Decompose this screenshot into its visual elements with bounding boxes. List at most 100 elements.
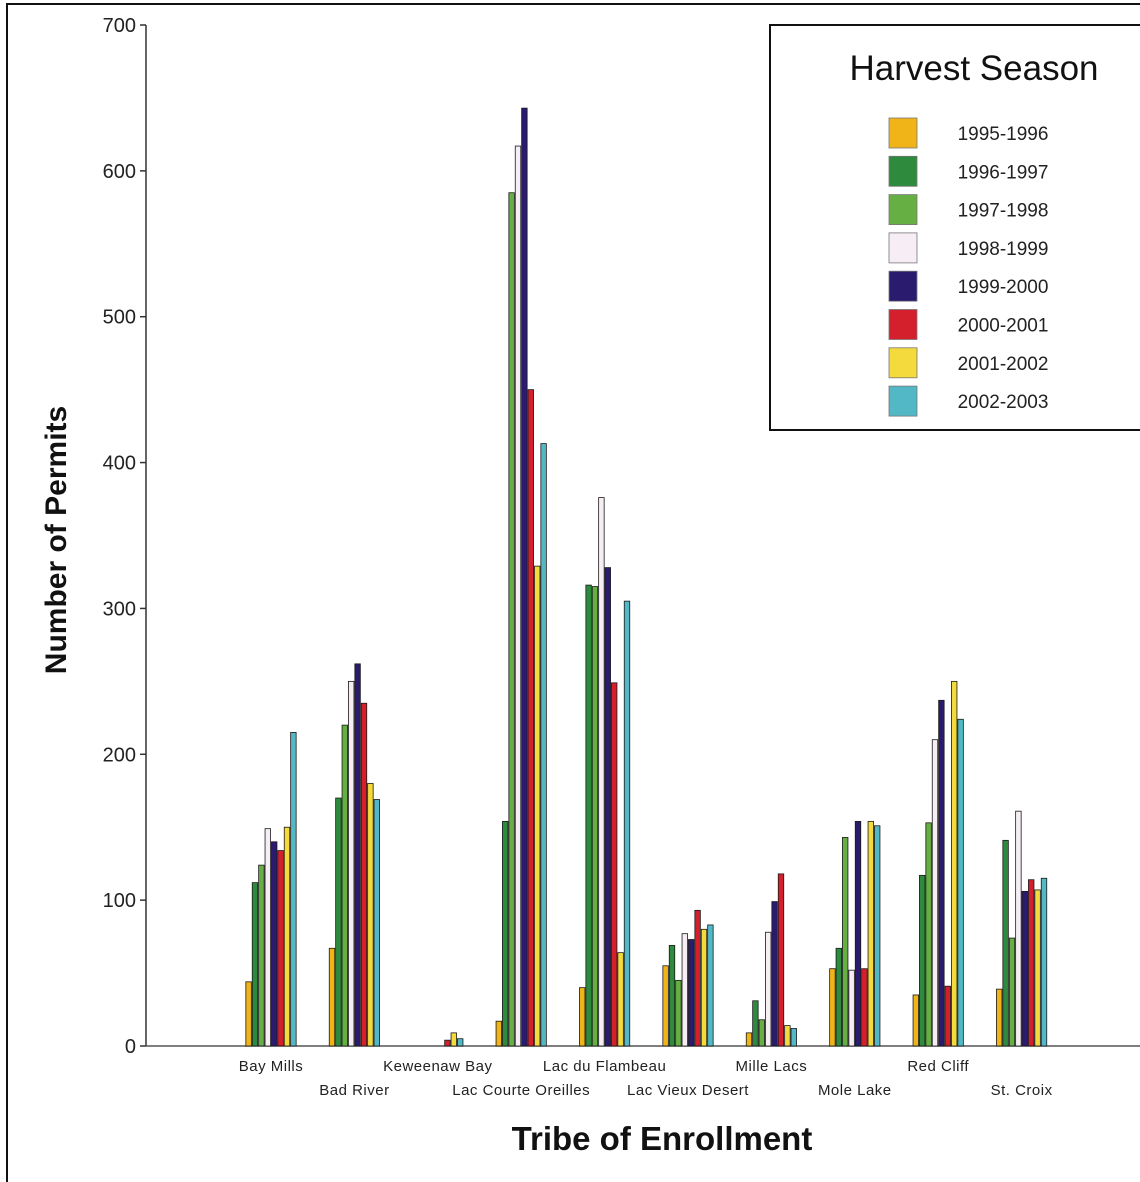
legend-label: 1997-1998 xyxy=(958,201,1049,222)
category-label: Keweenaw Bay xyxy=(383,1058,492,1075)
bar xyxy=(611,682,618,1047)
legend-swatch xyxy=(888,117,918,149)
bar xyxy=(1008,937,1016,1047)
bar xyxy=(1015,810,1022,1047)
bar xyxy=(931,739,939,1047)
y-tick-label: 0 xyxy=(125,1036,136,1058)
category-label: St. Croix xyxy=(991,1082,1053,1099)
bar xyxy=(919,874,926,1047)
bar xyxy=(258,864,265,1047)
bar xyxy=(861,968,868,1047)
bar xyxy=(527,389,534,1047)
category-label: Bay Mills xyxy=(239,1058,304,1075)
bar xyxy=(912,994,919,1047)
legend-swatch xyxy=(888,385,918,417)
bar xyxy=(457,1038,464,1047)
bar xyxy=(598,497,605,1047)
bar xyxy=(579,987,586,1047)
bar xyxy=(771,901,778,1047)
bar xyxy=(951,680,958,1047)
bar xyxy=(604,567,611,1047)
bar xyxy=(835,947,842,1047)
bar xyxy=(283,826,291,1047)
bar xyxy=(668,944,676,1047)
bar-group xyxy=(328,663,380,1047)
bar-group xyxy=(245,732,297,1047)
bar xyxy=(957,718,964,1047)
bar xyxy=(508,192,515,1047)
y-tick-label: 700 xyxy=(103,15,136,37)
bar xyxy=(514,145,522,1047)
bar xyxy=(700,928,708,1047)
legend-swatch xyxy=(888,232,918,264)
bar-group xyxy=(579,497,631,1047)
bar xyxy=(675,979,682,1047)
x-axis-title: Tribe of Enrollment xyxy=(512,1120,813,1157)
bar xyxy=(360,702,368,1047)
category-label: Lac du Flambeau xyxy=(543,1058,666,1075)
bar xyxy=(354,663,361,1047)
bar xyxy=(251,882,259,1047)
y-tick-label: 600 xyxy=(103,161,136,183)
bar xyxy=(290,732,297,1047)
bar xyxy=(944,985,951,1047)
bar xyxy=(444,1039,451,1047)
bar xyxy=(874,825,881,1047)
legend: Harvest Season 1995-1996 1996-1997 1997-19… xyxy=(769,24,1140,431)
bar xyxy=(335,797,342,1047)
bar xyxy=(534,565,541,1047)
bar-group xyxy=(829,820,881,1047)
bar xyxy=(271,841,278,1047)
bar xyxy=(784,1025,791,1047)
bar-group xyxy=(912,680,964,1047)
legend-label: 1996-1997 xyxy=(958,162,1049,183)
y-tick-label: 500 xyxy=(103,307,136,329)
bar xyxy=(502,820,509,1047)
legend-label: 1999-2000 xyxy=(958,277,1049,298)
bar xyxy=(277,850,284,1047)
bar xyxy=(694,909,701,1047)
bar xyxy=(829,968,836,1047)
category-label: Mole Lake xyxy=(818,1082,892,1099)
bar xyxy=(681,933,688,1047)
bar xyxy=(996,988,1003,1047)
bar xyxy=(848,969,855,1047)
y-tick-label: 200 xyxy=(103,744,136,766)
bar xyxy=(348,680,355,1047)
bar xyxy=(264,828,271,1047)
bar xyxy=(758,1019,765,1047)
legend-label: 1998-1999 xyxy=(958,239,1049,260)
bar xyxy=(765,931,772,1047)
legend-label: 2002-2003 xyxy=(958,392,1049,413)
bar xyxy=(1021,890,1028,1047)
bar xyxy=(745,1032,753,1047)
bar-group xyxy=(745,873,797,1047)
bar-group xyxy=(662,909,714,1047)
category-label: Lac Courte Oreilles xyxy=(452,1082,590,1099)
legend-swatch xyxy=(888,309,918,340)
bar xyxy=(450,1032,457,1047)
bar xyxy=(617,952,624,1047)
bar xyxy=(1040,877,1048,1047)
bar-group xyxy=(495,107,547,1047)
bars xyxy=(245,107,1048,1047)
bar-group xyxy=(996,810,1048,1047)
bar xyxy=(585,584,592,1047)
legend-swatch xyxy=(888,194,918,226)
legend-label: 2001-2002 xyxy=(958,354,1049,375)
bar xyxy=(245,981,252,1047)
y-axis: 0 100 200 300 400 500 600 700 xyxy=(103,15,147,1058)
bar xyxy=(495,1020,502,1047)
y-tick-label: 100 xyxy=(103,890,136,912)
category-labels: Bay Mills Bad River Keweenaw Bay Lac Courte… xyxy=(239,1058,1053,1099)
category-label: Bad River xyxy=(319,1082,389,1099)
bar xyxy=(938,699,945,1047)
bar xyxy=(591,586,599,1047)
legend-swatch xyxy=(888,155,918,187)
bar xyxy=(1002,839,1009,1047)
category-label: Lac Vieux Desert xyxy=(627,1082,749,1099)
category-label: Mille Lacs xyxy=(736,1058,808,1075)
bar xyxy=(1028,879,1035,1047)
bar-group xyxy=(444,1032,464,1047)
